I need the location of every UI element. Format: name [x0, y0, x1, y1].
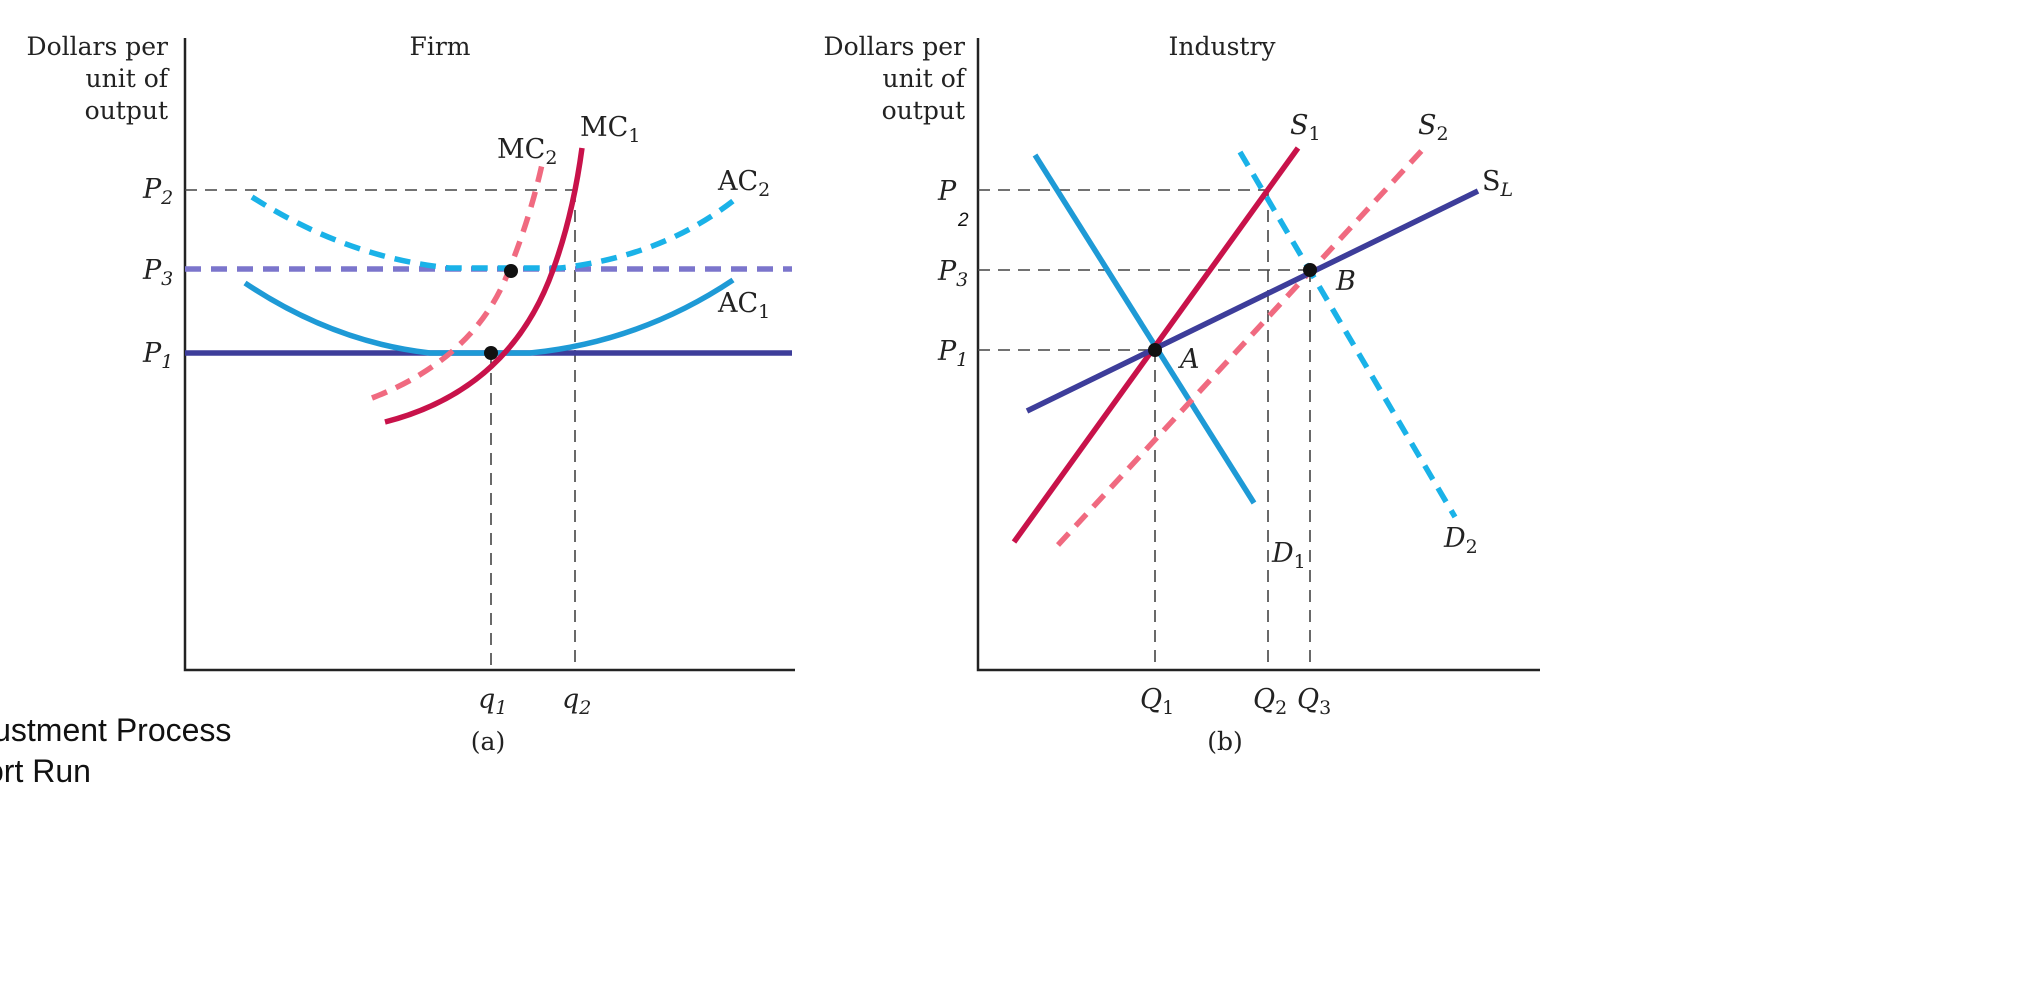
- industry-p1-label: P1: [937, 336, 968, 371]
- industry-s2-curve: [1055, 145, 1428, 547]
- industry-s2-label: S2: [1418, 110, 1449, 145]
- industry-q1-label: Q1: [1140, 684, 1174, 719]
- industry-point-b-dot: [1303, 263, 1317, 277]
- firm-q2-label: q2: [562, 684, 591, 719]
- firm-mc1-curve: [384, 147, 585, 425]
- firm-ylabel-line2: unit of: [86, 64, 170, 93]
- firm-ac2-label: AC2: [717, 166, 770, 201]
- industry-sl-label: SL: [1482, 166, 1513, 201]
- industry-d1-label: D1: [1271, 538, 1306, 573]
- firm-mc1-label: MC1: [580, 112, 640, 147]
- industry-point-a-dot: [1148, 343, 1162, 357]
- industry-title: Industry: [1168, 32, 1276, 61]
- firm-panel: Firm Dollars per unit of output P2 P3 P1…: [27, 32, 795, 756]
- industry-d2-label: D2: [1443, 523, 1478, 558]
- industry-sl-curve: [1025, 188, 1480, 414]
- firm-q1-label: q1: [478, 684, 507, 719]
- industry-p3-label: P3: [937, 256, 968, 291]
- firm-mc2-label: MC2: [497, 134, 557, 169]
- industry-ylabel-line3: output: [882, 96, 965, 125]
- industry-point-a-label: A: [1177, 344, 1200, 375]
- firm-equilibrium-dot-p3: [504, 264, 518, 278]
- industry-ylabel-line2: unit of: [883, 64, 967, 93]
- industry-point-b-label: B: [1335, 266, 1356, 297]
- firm-equilibrium-dot-p1: [484, 346, 498, 360]
- industry-p2-label: P2: [937, 176, 969, 231]
- industry-caption: (b): [1207, 727, 1243, 756]
- firm-p2-label: P2: [142, 174, 173, 209]
- slide-text-line2: ort Run: [0, 753, 91, 789]
- firm-caption: (a): [471, 727, 505, 756]
- slide-text-line1: justment Process: [0, 712, 231, 748]
- firm-p3-label: P3: [142, 255, 173, 290]
- firm-title: Firm: [410, 32, 471, 61]
- firm-p1-label: P1: [142, 338, 173, 373]
- industry-s1-label: S1: [1290, 110, 1321, 145]
- industry-q3-label: Q3: [1297, 684, 1331, 719]
- firm-mc2-curve: [371, 159, 546, 401]
- industry-q2-label: Q2: [1253, 684, 1287, 719]
- industry-axes: [976, 38, 1540, 672]
- industry-d1-curve: [1032, 153, 1257, 505]
- firm-ac2-curve: [250, 194, 740, 271]
- industry-d2-curve: [1237, 150, 1458, 519]
- industry-panel: Industry Dollars per unit of output P2 P…: [824, 32, 1540, 756]
- firm-ylabel-line3: output: [85, 96, 168, 125]
- firm-ac1-curve: [243, 277, 735, 356]
- firm-ac1-label: AC1: [717, 288, 770, 323]
- firm-axes: [183, 38, 795, 672]
- firm-ylabel-line1: Dollars per: [27, 32, 169, 61]
- industry-ylabel-line1: Dollars per: [824, 32, 966, 61]
